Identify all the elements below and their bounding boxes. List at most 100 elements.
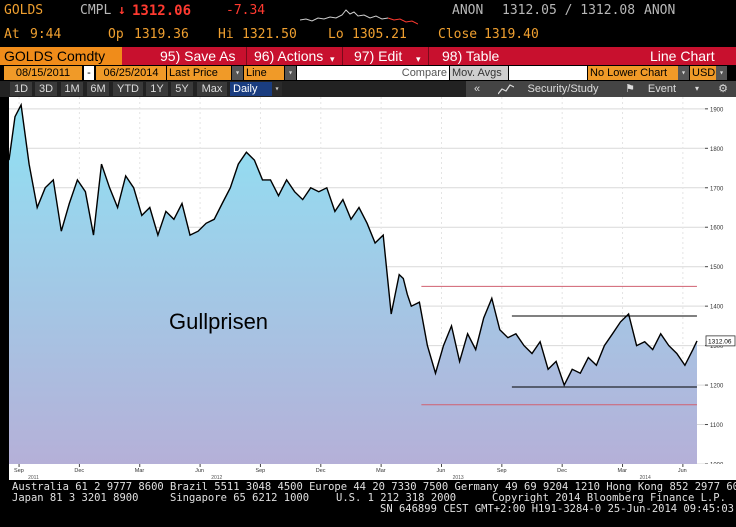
settings-gear-icon[interactable]: ⚙: [716, 82, 730, 96]
x-tick-label: Sep: [14, 468, 24, 474]
event-dropdown-icon[interactable]: ▾: [692, 82, 702, 96]
high-label: Hi: [218, 27, 234, 42]
bid-ask: 1312.05 / 1312.08: [502, 3, 636, 18]
reference-lines: [421, 285, 697, 406]
period-row: 1D 3D 1M 6M YTD 1Y 5Y Max Daily ▾ « Secu…: [0, 81, 736, 97]
open-value: 1319.36: [134, 27, 189, 42]
frequency-selector[interactable]: Daily: [230, 82, 273, 96]
net-change: -7.34: [226, 3, 266, 18]
compare-label[interactable]: Compare: [297, 66, 449, 80]
end-date-field[interactable]: 06/25/2014: [96, 66, 166, 80]
y-tick-label: 1500: [710, 265, 724, 271]
chart-study-icon[interactable]: [498, 83, 514, 95]
currency-selector[interactable]: USD: [690, 66, 716, 80]
price-line: [9, 102, 698, 387]
y-tick-label: 1000: [710, 463, 724, 465]
anon-ask: ANON: [644, 3, 676, 18]
x-tick-label: Jun: [195, 468, 204, 474]
start-date-field[interactable]: 08/15/2011: [4, 66, 82, 80]
style-dropdown-icon[interactable]: ▾: [285, 66, 296, 80]
period-3d-button[interactable]: 3D: [35, 82, 57, 96]
x-tick-label: Sep: [255, 468, 265, 474]
divider: [428, 47, 429, 65]
event-button[interactable]: Event: [642, 82, 682, 96]
blank-field[interactable]: [509, 66, 587, 80]
frequency-dropdown-icon[interactable]: ▾: [272, 82, 282, 96]
x-year-label: 2013: [453, 475, 464, 480]
quote-header: GOLDS CMPL ↓ 1312.06 -7.34 ANON 1312.05 …: [0, 0, 736, 48]
x-tick-label: Dec: [316, 468, 326, 474]
last-price: 1312.06: [132, 3, 192, 19]
close-value: 1319.40: [484, 27, 539, 42]
lower-chart-selector[interactable]: No Lower Chart: [588, 66, 678, 80]
high-value: 1321.50: [242, 27, 297, 42]
period-5y-button[interactable]: 5Y: [171, 82, 193, 96]
save-as-button[interactable]: 95) Save As: [160, 48, 236, 64]
chart-annotation: Gullprisen: [169, 309, 268, 334]
actions-button[interactable]: 96) Actions: [254, 48, 324, 64]
y-axis: 1000 1100 1200 1300 1400 1500 1600 1700 1800 1900…: [705, 97, 736, 464]
x-year-label: 2011: [28, 475, 39, 480]
down-arrow-icon: ↓: [118, 3, 126, 18]
function-toolbar: GOLDS Comdty 95) Save As 96) Actions ▾ 9…: [0, 47, 736, 65]
footer-japan: Japan 81 3 3201 8900: [12, 492, 139, 504]
actions-dropdown-icon[interactable]: ▾: [330, 54, 335, 64]
price-chart[interactable]: Gullprisen: [9, 97, 705, 464]
period-1y-button[interactable]: 1Y: [146, 82, 168, 96]
y-tick-label: 1900: [710, 107, 724, 113]
edit-dropdown-icon[interactable]: ▾: [416, 54, 421, 64]
footer-copyright: Copyright 2014 Bloomberg Finance L.P.: [492, 492, 726, 504]
field-selector[interactable]: Last Price: [167, 66, 231, 80]
sparkline-icon: [300, 9, 418, 25]
low-label: Lo: [328, 27, 344, 42]
currency-dropdown-icon[interactable]: ▾: [716, 66, 727, 80]
y-tick-label: 1300: [710, 344, 724, 350]
chart-type-label: Line Chart: [650, 48, 715, 64]
period-ytd-button[interactable]: YTD: [113, 82, 143, 96]
period-6m-button[interactable]: 6M: [87, 82, 109, 96]
open-label: Op: [108, 27, 124, 42]
x-tick-label: Mar: [618, 468, 628, 474]
table-button[interactable]: 98) Table: [442, 48, 500, 64]
price-area: [9, 104, 697, 464]
x-tick-label: Dec: [74, 468, 84, 474]
footer: Australia 61 2 9777 8600 Brazil 5511 304…: [0, 480, 736, 527]
footer-singapore: Singapore 65 6212 1000: [170, 492, 310, 504]
x-tick-label: Sep: [497, 468, 507, 474]
last-value-label: 1312.06: [708, 338, 732, 345]
x-axis: Sep Dec Mar Jun Sep Dec Mar Jun Sep Dec Mar Jun 2011…: [9, 464, 736, 480]
y-tick-label: 1800: [710, 147, 724, 153]
style-selector[interactable]: Line: [244, 66, 284, 80]
lower-chart-dropdown-icon[interactable]: ▾: [678, 66, 689, 80]
x-tick-label: Mar: [135, 468, 145, 474]
y-tick-label: 1400: [710, 305, 724, 311]
edit-button[interactable]: 97) Edit: [354, 48, 403, 64]
security-study-button[interactable]: Security/Study: [518, 82, 608, 96]
divider: [342, 47, 343, 65]
field-dropdown-icon[interactable]: ▾: [232, 66, 243, 80]
cmpl-label: CMPL: [80, 3, 112, 18]
ticker: GOLDS: [4, 3, 44, 18]
footer-contacts: Australia 61 2 9777 8600 Brazil 5511 304…: [12, 481, 736, 493]
y-tick-label: 1600: [710, 226, 724, 232]
collapse-button[interactable]: «: [470, 82, 484, 96]
last-value-box: [705, 335, 736, 347]
at-time: 9:44: [30, 27, 62, 42]
close-label: Close: [438, 27, 478, 42]
x-tick-label: Jun: [436, 468, 445, 474]
x-year-label: 2014: [640, 475, 651, 480]
period-1m-button[interactable]: 1M: [61, 82, 83, 96]
x-tick-label: Jun: [678, 468, 687, 474]
y-tick-label: 1700: [710, 186, 724, 192]
x-year-label: 2012: [211, 475, 222, 480]
security-field[interactable]: GOLDS Comdty: [0, 47, 122, 65]
event-flag-icon[interactable]: ⚑: [624, 82, 636, 96]
period-1d-button[interactable]: 1D: [10, 82, 32, 96]
mov-avgs-button[interactable]: Mov. Avgs: [450, 66, 508, 80]
settings-row: 08/15/2011 - 06/25/2014 Last Price ▾ Lin…: [0, 65, 736, 81]
at-label: At: [4, 27, 20, 42]
x-tick-label: Mar: [376, 468, 386, 474]
period-max-button[interactable]: Max: [197, 82, 227, 96]
footer-us: U.S. 1 212 318 2000: [336, 492, 457, 504]
security-label: GOLDS Comdty: [4, 48, 106, 64]
